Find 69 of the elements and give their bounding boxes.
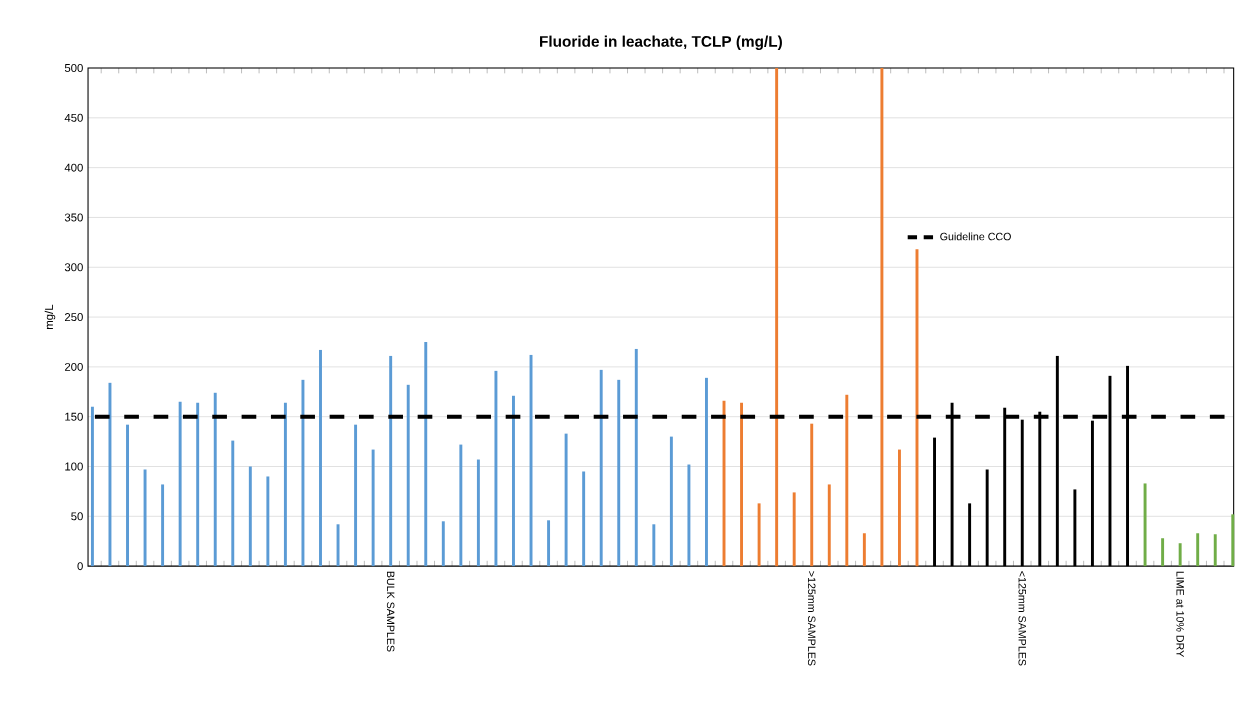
bar: [634, 349, 638, 567]
bar: [301, 380, 305, 567]
y-tick-label: 100: [65, 462, 83, 471]
y-tick-label: 350: [64, 213, 83, 222]
y-tick-label: 200: [64, 363, 83, 372]
y-axis-title: mg/L: [44, 305, 56, 330]
bar: [90, 406, 94, 567]
x-tick-label: <125mm SAMPLES: [1018, 571, 1027, 666]
x-tick-label: >125mm SAMPLES: [807, 571, 816, 666]
y-tick-label: 450: [64, 114, 83, 123]
bar: [1196, 533, 1200, 567]
bar: [266, 476, 270, 567]
bar: [564, 433, 568, 567]
bar: [459, 444, 463, 567]
bar: [1213, 534, 1217, 567]
bar: [1143, 483, 1147, 567]
bar: [845, 395, 849, 567]
bar: [810, 423, 814, 567]
bar: [862, 533, 866, 567]
y-tick-label: 300: [64, 263, 83, 272]
bar: [476, 459, 480, 567]
bar: [143, 469, 147, 567]
bar: [1231, 514, 1235, 567]
bar: [792, 492, 796, 567]
legend-label: Guideline CCO: [940, 232, 1011, 241]
bar: [406, 385, 410, 567]
bar: [740, 403, 744, 567]
y-tick-label: 250: [64, 313, 83, 322]
bar: [108, 383, 112, 567]
bar: [687, 464, 691, 567]
x-tick-label: BULK SAMPLES: [386, 571, 395, 652]
bar: [652, 524, 656, 567]
bar: [178, 402, 182, 567]
bar: [599, 370, 603, 567]
chart-title: Fluoride in leachate, TCLP (mg/L): [540, 35, 782, 51]
bar: [897, 449, 901, 567]
y-tick-label: 400: [64, 163, 83, 172]
bar: [196, 403, 200, 567]
bar: [248, 466, 252, 567]
bar: [757, 503, 761, 567]
bar: [319, 350, 322, 567]
bar: [1178, 543, 1182, 567]
bar: [617, 380, 621, 567]
bar: [126, 424, 129, 567]
bar: [354, 424, 358, 567]
bar: [441, 521, 445, 567]
bar: [283, 403, 287, 567]
bar: [389, 356, 393, 567]
bar: [512, 396, 515, 567]
x-tick-label: LIME at 10% DRY: [1176, 571, 1184, 658]
bar: [705, 378, 708, 567]
bar: [371, 449, 375, 567]
y-tick-label: 500: [64, 64, 83, 73]
bar: [213, 393, 217, 567]
bar: [880, 68, 884, 567]
bar: [669, 436, 673, 567]
bar: [424, 342, 428, 567]
y-tick-label: 0: [77, 562, 83, 571]
y-tick-label: 50: [71, 512, 83, 521]
bar: [161, 484, 165, 567]
bar: [582, 471, 586, 567]
bar: [775, 68, 779, 567]
bar: [231, 440, 235, 567]
bar: [494, 371, 498, 567]
bar: [336, 524, 340, 567]
bar: [547, 520, 551, 567]
y-tick-label: 150: [65, 412, 83, 421]
bar: [827, 484, 831, 567]
bar: [1161, 538, 1165, 567]
